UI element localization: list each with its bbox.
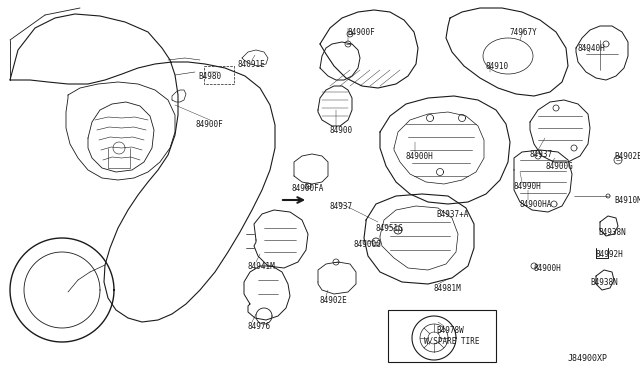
Text: 84992H: 84992H [596, 250, 624, 259]
Text: B4978W: B4978W [436, 326, 464, 335]
Text: 84091E: 84091E [238, 60, 266, 69]
Text: 84902E: 84902E [320, 296, 348, 305]
Text: B4938N: B4938N [598, 228, 626, 237]
Text: 84941M: 84941M [248, 262, 276, 271]
Bar [388, 310, 496, 362]
Text: 84900G: 84900G [546, 162, 573, 171]
Text: 84900FA: 84900FA [292, 184, 324, 193]
Text: 84937: 84937 [530, 150, 553, 159]
Text: 84990H: 84990H [514, 182, 541, 191]
Text: B4902E: B4902E [614, 152, 640, 161]
Text: 84900: 84900 [330, 126, 353, 135]
Text: 84940H: 84940H [578, 44, 605, 53]
Text: 84900HA: 84900HA [520, 200, 552, 209]
Text: 84976: 84976 [248, 322, 271, 331]
Text: B4937+A: B4937+A [436, 210, 468, 219]
Bar [204, 66, 234, 84]
Text: 84900H: 84900H [406, 152, 434, 161]
Text: 84981M: 84981M [434, 284, 461, 293]
Text: B4980: B4980 [198, 72, 221, 81]
Text: 84900F: 84900F [348, 28, 376, 37]
Text: 84900H: 84900H [534, 264, 562, 273]
Text: 84951G: 84951G [376, 224, 404, 233]
Text: 84900G: 84900G [354, 240, 381, 249]
Text: 84910: 84910 [486, 62, 509, 71]
Text: W/SPARE TIRE: W/SPARE TIRE [424, 336, 479, 345]
Text: B4910M: B4910M [614, 196, 640, 205]
Text: 74967Y: 74967Y [510, 28, 538, 37]
Text: B4938N: B4938N [590, 278, 618, 287]
Text: 84937: 84937 [330, 202, 353, 211]
Text: J84900XP: J84900XP [568, 354, 608, 363]
Text: 84900F: 84900F [196, 120, 224, 129]
